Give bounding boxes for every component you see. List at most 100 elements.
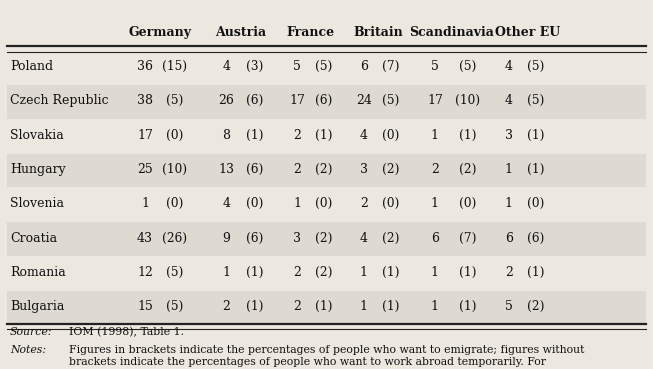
Text: 5: 5 [505,300,513,313]
Text: 2: 2 [293,163,301,176]
Text: (0): (0) [167,197,183,210]
Text: (5): (5) [167,300,183,313]
Text: 2: 2 [293,128,301,142]
Text: 25: 25 [137,163,153,176]
Text: (1): (1) [459,300,476,313]
Text: (0): (0) [382,128,399,142]
Text: 1: 1 [431,300,439,313]
Text: (2): (2) [315,231,332,245]
Bar [7,154,646,187]
Text: (6): (6) [246,231,263,245]
Text: Hungary: Hungary [10,163,65,176]
Text: (5): (5) [527,60,544,73]
Text: 9: 9 [223,231,231,245]
Text: (7): (7) [382,60,399,73]
Text: 5: 5 [293,60,301,73]
Text: 2: 2 [360,197,368,210]
Text: 1: 1 [431,197,439,210]
Text: 43: 43 [137,231,153,245]
Text: (2): (2) [459,163,476,176]
Text: 2: 2 [293,266,301,279]
Text: 4: 4 [223,60,231,73]
Text: (6): (6) [315,94,332,107]
Text: (10): (10) [455,94,480,107]
Text: (5): (5) [459,60,476,73]
Text: (2): (2) [382,163,399,176]
Text: 1: 1 [431,266,439,279]
Text: 4: 4 [360,128,368,142]
Text: 4: 4 [360,231,368,245]
Text: IOM (1998), Table 1.: IOM (1998), Table 1. [69,327,183,337]
Text: (1): (1) [382,300,399,313]
Text: Austria: Austria [215,26,266,39]
Text: (0): (0) [459,197,476,210]
Text: 1: 1 [223,266,231,279]
Text: (0): (0) [315,197,332,210]
Text: Britain: Britain [353,26,403,39]
Text: 17: 17 [427,94,443,107]
Bar [7,291,646,324]
Text: (1): (1) [246,300,263,313]
Text: (1): (1) [246,128,263,142]
Text: 15: 15 [137,300,153,313]
Text: (1): (1) [527,128,544,142]
Text: (1): (1) [527,163,544,176]
Text: Other EU: Other EU [495,26,560,39]
Text: Romania: Romania [10,266,65,279]
Text: (6): (6) [527,231,544,245]
Text: 13: 13 [219,163,234,176]
Text: Germany: Germany [129,26,191,39]
Text: (5): (5) [167,266,183,279]
Text: 6: 6 [505,231,513,245]
Text: Source:: Source: [10,327,52,337]
Text: 36: 36 [137,60,153,73]
Text: (15): (15) [163,60,187,73]
Text: 4: 4 [223,197,231,210]
Text: 2: 2 [223,300,231,313]
Text: (5): (5) [167,94,183,107]
Text: 1: 1 [505,197,513,210]
Text: Bulgaria: Bulgaria [10,300,64,313]
Text: (1): (1) [527,266,544,279]
Text: 5: 5 [431,60,439,73]
Text: Slovenia: Slovenia [10,197,64,210]
Text: 1: 1 [360,266,368,279]
Text: (5): (5) [315,60,332,73]
Text: Croatia: Croatia [10,231,57,245]
Text: Czech Republic: Czech Republic [10,94,108,107]
Bar [7,222,646,256]
Text: 1: 1 [141,197,149,210]
Text: 24: 24 [356,94,372,107]
Text: (0): (0) [167,128,183,142]
Text: Poland: Poland [10,60,53,73]
Text: Scandinavia: Scandinavia [409,26,494,39]
Text: (0): (0) [382,197,399,210]
Text: 6: 6 [431,231,439,245]
Text: 1: 1 [431,128,439,142]
Text: 1: 1 [293,197,301,210]
Text: France: France [287,26,335,39]
Bar [7,85,646,118]
Text: (5): (5) [382,94,399,107]
Text: (1): (1) [315,300,332,313]
Text: 2: 2 [293,300,301,313]
Text: (6): (6) [246,94,263,107]
Text: 6: 6 [360,60,368,73]
Text: 3: 3 [360,163,368,176]
Text: Notes:: Notes: [10,345,46,355]
Text: (1): (1) [459,266,476,279]
Text: Figures in brackets indicate the percentages of people who want to emigrate; fig: Figures in brackets indicate the percent… [69,345,584,367]
Text: 4: 4 [505,94,513,107]
Text: (6): (6) [246,163,263,176]
Text: 1: 1 [505,163,513,176]
Text: 8: 8 [223,128,231,142]
Text: 2: 2 [505,266,513,279]
Text: (1): (1) [246,266,263,279]
Text: (7): (7) [459,231,476,245]
Text: 12: 12 [137,266,153,279]
Text: (10): (10) [163,163,187,176]
Text: 1: 1 [360,300,368,313]
Text: (1): (1) [315,128,332,142]
Text: 17: 17 [137,128,153,142]
Text: (5): (5) [527,94,544,107]
